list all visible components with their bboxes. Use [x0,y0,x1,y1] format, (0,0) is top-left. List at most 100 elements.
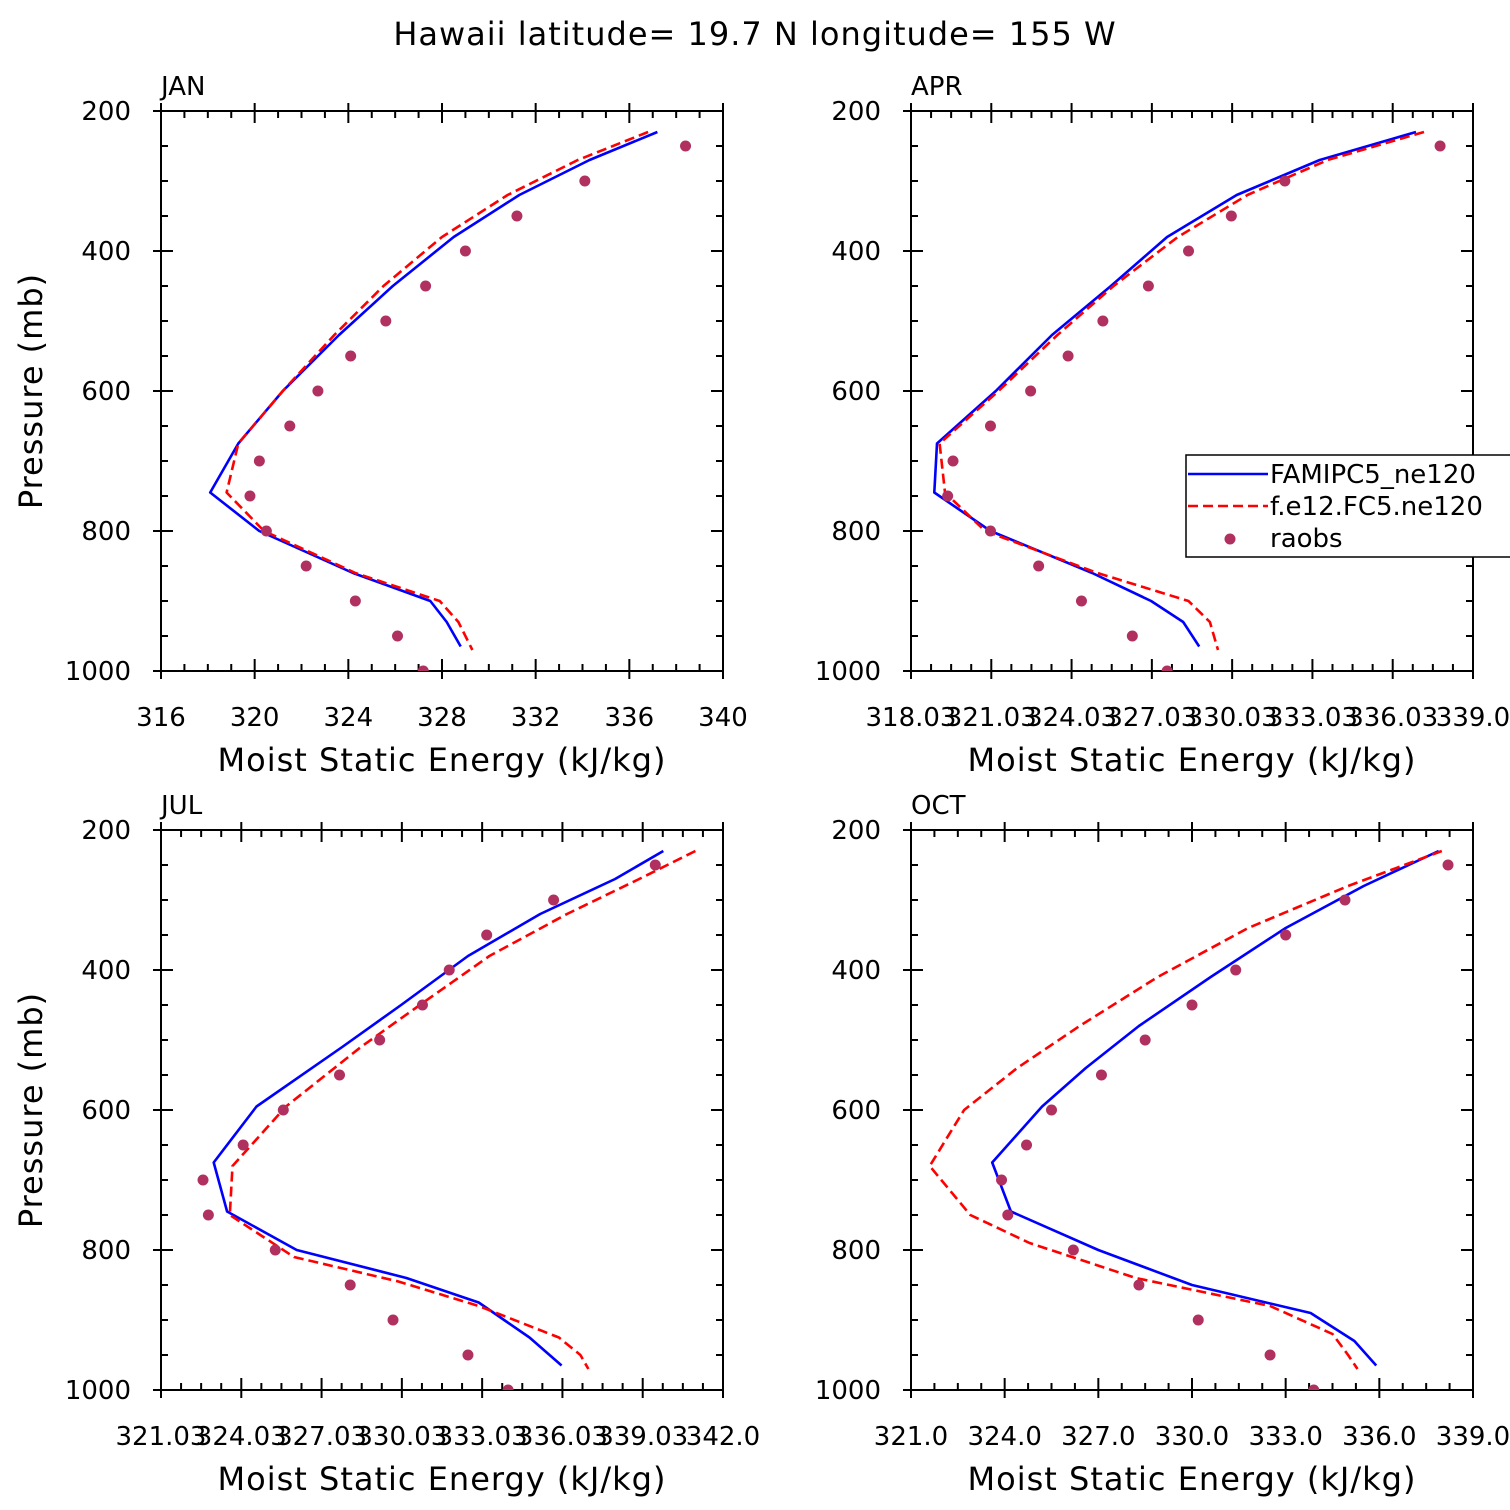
x-tick-label: 321.03 [116,1422,207,1452]
panel-title: APR [911,72,963,102]
raobs-point [1021,1139,1033,1151]
raobs-point [1186,999,1198,1011]
raobs-point [1442,859,1454,871]
x-tick-label: 336.03 [1347,703,1438,733]
raobs-point [462,1349,474,1361]
y-tick-label: 400 [831,956,881,986]
raobs-point [984,420,996,432]
x-tick-label: 324.03 [1026,703,1117,733]
raobs-point [1434,140,1446,152]
raobs-point [1002,1209,1014,1221]
raobs-point [947,455,959,467]
y-tick-label: 800 [831,1236,881,1266]
raobs-point [1142,280,1154,292]
x-tick-label: 333.0 [1248,1422,1322,1452]
y-tick-label: 400 [81,956,131,986]
raobs-point [197,1174,209,1186]
raobs-point [260,525,272,537]
fe12-series-line [225,130,649,651]
x-tick-label: 333.03 [1267,703,1358,733]
x-tick-label: 339.03 [597,1422,688,1452]
raobs-point [548,894,560,906]
raobs-point [481,929,493,941]
raobs-point [459,245,471,257]
plot-frame [160,829,724,1391]
x-axis-title: Moist Static Energy (kJ/kg) [218,741,667,779]
raobs-point [1139,1034,1151,1046]
raobs-point [1126,630,1138,642]
raobs-point [996,1174,1008,1186]
raobs-point [417,665,429,671]
raobs-point [1033,560,1045,572]
plot-area [928,849,1454,1390]
raobs-point [1339,894,1351,906]
raobs-point [1095,1069,1107,1081]
raobs-point [942,490,954,502]
plot-area [197,849,696,1390]
raobs-point [387,1314,399,1326]
raobs-point [1046,1104,1057,1116]
fe12-series-line [928,849,1443,1370]
y-tick-label: 200 [831,97,881,127]
x-axis-title: Moist Static Energy (kJ/kg) [968,741,1417,779]
y-tick-label: 600 [831,377,881,407]
raobs-point [344,1279,356,1291]
x-tick-label: 340 [698,703,748,733]
x-tick-label: 336 [605,703,655,733]
raobs-point [202,1209,214,1221]
chart-panel-jul: 200 400 600 800 1000 321.03324.03327.03330.03… [12,791,760,1498]
raobs-point [1183,245,1195,257]
x-tick-label: 342.0 [686,1422,760,1452]
famipc5-series-line [932,130,1417,648]
legend-symbol-raobs [1224,533,1236,545]
y-axis-title: Pressure (mb) [12,273,50,509]
raobs-point [345,350,357,362]
raobs-point [416,999,428,1011]
y-tick-label: 800 [831,517,881,547]
famipc5-series-line [990,849,1440,1367]
x-tick-label: 330.0 [1155,1422,1229,1452]
raobs-point [1067,1244,1079,1256]
raobs-point [1308,1384,1320,1390]
y-tick-label: 800 [81,1236,131,1266]
y-tick-label: 1000 [65,1376,131,1406]
famipc5-series-line [208,130,658,648]
raobs-point [244,490,256,502]
x-tick-label: 321.03 [946,703,1037,733]
y-tick-label: 400 [831,237,881,267]
raobs-point [1075,595,1087,607]
panel-title: JUL [159,791,203,821]
x-tick-label: 339.0 [1436,703,1510,733]
x-tick-label: 327.03 [1106,703,1197,733]
figure-title: Hawaii latitude= 19.7 N longitude= 155 W [393,15,1116,53]
x-tick-label: 320 [230,703,280,733]
fe12-series-line [938,130,1425,651]
x-tick-label: 328 [417,703,467,733]
x-tick-label: 336.03 [517,1422,608,1452]
raobs-point [269,1244,281,1256]
plot-frame [160,110,724,672]
y-axis-title: Pressure (mb) [12,992,50,1228]
raobs-point [253,455,265,467]
raobs-point [237,1139,249,1151]
chart-panel-apr: 200 400 600 800 1000 318.03321.03324.03327.03… [815,72,1510,779]
raobs-point [1280,929,1292,941]
x-tick-label: 318.03 [866,703,957,733]
famipc5-series-line [212,849,664,1367]
fe12-series-line [228,849,696,1370]
x-axis-title: Moist Static Energy (kJ/kg) [218,1460,667,1498]
plot-area [932,130,1446,671]
y-tick-label: 600 [81,1096,131,1126]
raobs-point [1279,175,1291,187]
plot-area [208,130,692,671]
raobs-point [334,1069,346,1081]
x-tick-label: 321.0 [874,1422,948,1452]
x-tick-label: 327.0 [1061,1422,1135,1452]
x-axis-title: Moist Static Energy (kJ/kg) [968,1460,1417,1498]
raobs-point [380,315,392,327]
x-tick-label: 336.0 [1342,1422,1416,1452]
y-tick-label: 1000 [815,1376,881,1406]
